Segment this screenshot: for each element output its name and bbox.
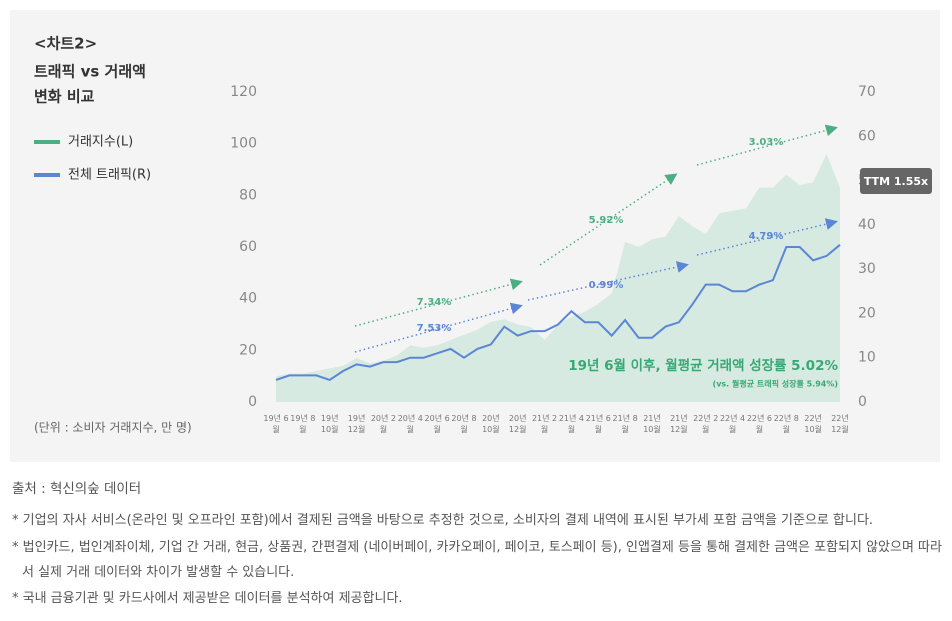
chart-subtitle: 변화 비교 xyxy=(34,88,95,106)
x-tick-label: 20년 12월 xyxy=(508,414,527,434)
arrow xyxy=(696,124,838,166)
arrow xyxy=(354,278,523,327)
annotation: 0.99% xyxy=(589,280,624,291)
badge: TTM 1.55x xyxy=(864,175,928,188)
y-tick-label: 100 xyxy=(230,136,257,152)
source: 출처 : 혁신의숲 데이터 xyxy=(12,481,142,497)
footnote: * 기업의 자사 서비스(온라인 및 오프라인 포함)에서 결제된 금액을 바탕… xyxy=(12,513,874,528)
x-tick-label: 20년 6월 xyxy=(424,414,450,434)
legend-swatch xyxy=(34,173,60,177)
x-tick-label: 21년 2월 xyxy=(531,414,558,434)
y2-tick-label: 0 xyxy=(858,394,867,410)
x-tick-label: 20년 8월 xyxy=(451,414,477,434)
arrow xyxy=(354,302,523,353)
x-tick-label: 22년 2월 xyxy=(693,414,719,434)
x-tick-label: 19년 12월 xyxy=(347,414,366,434)
footnote: * 국내 금융기관 및 카드사에서 제공받은 데이터를 분석하여 제공합니다. xyxy=(12,591,403,606)
y-tick-label: 40 xyxy=(239,291,257,307)
y-tick-label: 120 xyxy=(230,84,257,100)
x-tick-label: 22년 12월 xyxy=(831,414,849,434)
headline-sub: (vs. 월평균 트래픽 성장률 5.94%) xyxy=(713,379,838,389)
annotation: 4.79% xyxy=(749,231,784,242)
x-tick-label: 21년 12월 xyxy=(670,414,688,434)
x-tick-label: 21년 4월 xyxy=(558,414,585,434)
arrow xyxy=(696,218,838,256)
legend-swatch xyxy=(34,140,60,144)
unit-label: (단위 : 소비자 거래지수, 만 명) xyxy=(34,421,192,435)
line xyxy=(275,244,841,382)
headline: 19년 6월 이후, 월평균 거래액 성장률 5.02% xyxy=(568,357,838,374)
arrow xyxy=(539,173,678,266)
x-tick-label: 20년 10월 xyxy=(482,414,500,434)
annotation: 5.92% xyxy=(589,215,624,226)
annotation: 7.53% xyxy=(417,323,452,334)
y2-tick-label: 70 xyxy=(858,84,876,100)
x-tick-label: 22년 8월 xyxy=(773,414,799,434)
y-tick-label: 60 xyxy=(239,239,257,255)
y2-tick-label: 40 xyxy=(858,217,876,233)
legend-label: 전체 트래픽(R) xyxy=(68,168,151,183)
legend-label: 거래지수(L) xyxy=(68,135,133,150)
y2-tick-label: 20 xyxy=(858,305,876,321)
annotation: 3.03% xyxy=(749,137,784,148)
y2-tick-label: 10 xyxy=(858,350,876,366)
footnote: * 법인카드, 법인계좌이체, 기업 간 거래, 현금, 상품권, 간편결제 (… xyxy=(12,540,942,580)
x-tick-label: 19년 6월 xyxy=(263,414,289,434)
x-tick-label: 19년 8월 xyxy=(290,414,316,434)
y2-tick-label: 30 xyxy=(858,261,876,277)
x-tick-label: 20년 2월 xyxy=(370,414,397,434)
x-tick-label: 22년 4월 xyxy=(719,414,746,434)
annotation: 7.34% xyxy=(417,297,452,308)
x-tick-label: 19년 10월 xyxy=(320,414,339,434)
badge-bg xyxy=(860,168,932,194)
y-tick-label: 80 xyxy=(239,187,257,203)
chart-title: <차트2> xyxy=(34,35,97,53)
x-tick-label: 22년 10월 xyxy=(804,414,822,434)
y2-tick-label: 60 xyxy=(858,128,876,144)
x-tick-label: 21년 8월 xyxy=(612,414,638,434)
x-tick-label: 20년 4월 xyxy=(397,414,423,434)
x-tick-label: 21년 6월 xyxy=(585,414,611,434)
y-tick-label: 20 xyxy=(239,342,257,358)
x-tick-label: 22년 6월 xyxy=(746,414,773,434)
chart-subtitle: 트래픽 vs 거래액 xyxy=(34,63,146,81)
y-tick-label: 0 xyxy=(248,394,257,410)
area xyxy=(276,154,840,402)
x-tick-label: 21년 10월 xyxy=(643,414,661,434)
